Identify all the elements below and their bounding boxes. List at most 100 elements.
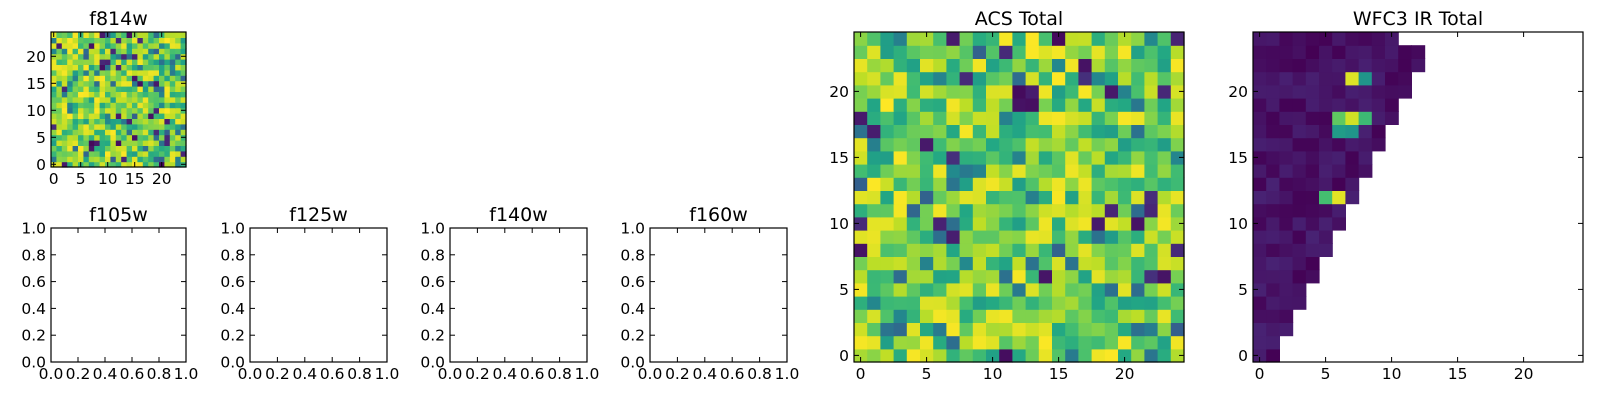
heatmap-cell (1131, 124, 1145, 139)
heatmap-cell (1170, 111, 1185, 125)
heatmap-cell (153, 91, 160, 98)
heatmap-cell (972, 243, 987, 257)
heatmap-cell (946, 282, 961, 297)
heatmap-cell (148, 150, 155, 157)
heatmap-cell (1025, 269, 1040, 284)
heatmap-cell (1292, 45, 1307, 59)
heatmap-cell (1012, 58, 1027, 73)
heatmap-cell (61, 59, 68, 65)
heatmap-cell (99, 59, 106, 65)
heatmap-cell (1319, 58, 1333, 73)
heatmap-cell (920, 190, 934, 205)
heatmap-cell (88, 107, 95, 114)
heatmap-cell (88, 150, 95, 157)
heatmap-cell (1266, 98, 1280, 112)
heatmap-cell (67, 32, 74, 38)
heatmap-cell (959, 164, 974, 178)
heatmap-cell (78, 48, 84, 55)
heatmap-cell (72, 42, 79, 49)
heatmap-cell (1118, 32, 1132, 46)
heatmap-cell (175, 129, 182, 136)
heatmap-cell (1266, 137, 1280, 152)
heatmap-cell (153, 32, 160, 38)
heatmap-cell (78, 69, 84, 76)
heatmap-cell (920, 296, 934, 310)
heatmap-cell (51, 75, 57, 82)
heatmap-cell (1144, 296, 1159, 310)
x-tick-label: 5 (1321, 365, 1331, 383)
heatmap-cell (110, 96, 117, 103)
y-tick-label: 0.4 (21, 300, 46, 318)
heatmap-cell (1091, 164, 1106, 178)
heatmap-cell (105, 96, 111, 103)
heatmap-cell (1052, 124, 1066, 139)
heatmap-cell (880, 269, 895, 284)
heatmap-cell (148, 32, 155, 38)
heatmap-cell (105, 113, 111, 119)
heatmap-cell (1038, 164, 1053, 178)
heatmap-cell (1279, 243, 1294, 257)
heatmap-cell (1118, 203, 1132, 218)
heatmap-cell (61, 140, 68, 146)
heatmap-cell (51, 145, 57, 152)
heatmap-cell (1078, 216, 1093, 231)
heatmap-cell (67, 150, 74, 157)
heatmap-cell (880, 32, 895, 46)
x-tick-label: 20 (1514, 365, 1534, 383)
heatmap-cell (1038, 124, 1053, 139)
heatmap-cell (1253, 177, 1267, 191)
y-tick-label: 0 (839, 347, 849, 365)
heatmap-cell (61, 53, 68, 60)
heatmap-cell (999, 322, 1013, 337)
heatmap-cell (1118, 84, 1132, 99)
heatmap-cell (148, 59, 155, 65)
heatmap-cell (959, 269, 974, 284)
heatmap-cell (1305, 203, 1320, 218)
heatmap-cell (56, 91, 63, 98)
heatmap-cell (72, 75, 79, 82)
heatmap-cell (1052, 322, 1066, 337)
axes-frame-f105w (50, 227, 187, 363)
heatmap-cell (1385, 32, 1399, 46)
heatmap-cell (1131, 32, 1145, 46)
heatmap-cell (159, 102, 165, 109)
heatmap-cell (972, 32, 987, 46)
heatmap-cell (126, 150, 133, 157)
heatmap-cell (1144, 269, 1159, 284)
heatmap-cell (986, 230, 1000, 244)
heatmap-cell (1345, 150, 1360, 165)
heatmap-cell (933, 322, 947, 337)
heatmap-cell (906, 203, 921, 218)
heatmap-cell (164, 75, 171, 82)
heatmap-cell (94, 32, 101, 38)
heatmap-cell (1118, 150, 1132, 165)
heatmap-cell (175, 161, 182, 168)
heatmap-cell (1345, 45, 1360, 59)
heatmap-cell (159, 150, 165, 157)
heatmap-cell (1266, 190, 1280, 205)
heatmap-cell (180, 129, 187, 136)
heatmap-cell (1078, 71, 1093, 86)
heatmap-cell (972, 150, 987, 165)
heatmap-cell (56, 42, 63, 49)
heatmap-cell (1118, 216, 1132, 231)
heatmap-cell (986, 164, 1000, 178)
heatmap-cell (164, 53, 171, 60)
heatmap-cell (105, 86, 111, 92)
heatmap-cell (999, 243, 1013, 257)
heatmap-cell (142, 140, 149, 146)
heatmap-cell (72, 161, 79, 168)
axes-frame-f140w (449, 227, 588, 363)
heatmap-cell (142, 129, 149, 136)
heatmap-cell (854, 137, 868, 152)
y-tick-label: 0.8 (620, 246, 645, 264)
heatmap-cell (920, 98, 934, 112)
heatmap-cell (959, 45, 974, 59)
y-tick-label: 0.2 (21, 327, 46, 345)
heatmap-cell (854, 32, 868, 46)
heatmap-cell (1385, 71, 1399, 86)
heatmap-cell (906, 111, 921, 125)
heatmap-cell (110, 161, 117, 168)
